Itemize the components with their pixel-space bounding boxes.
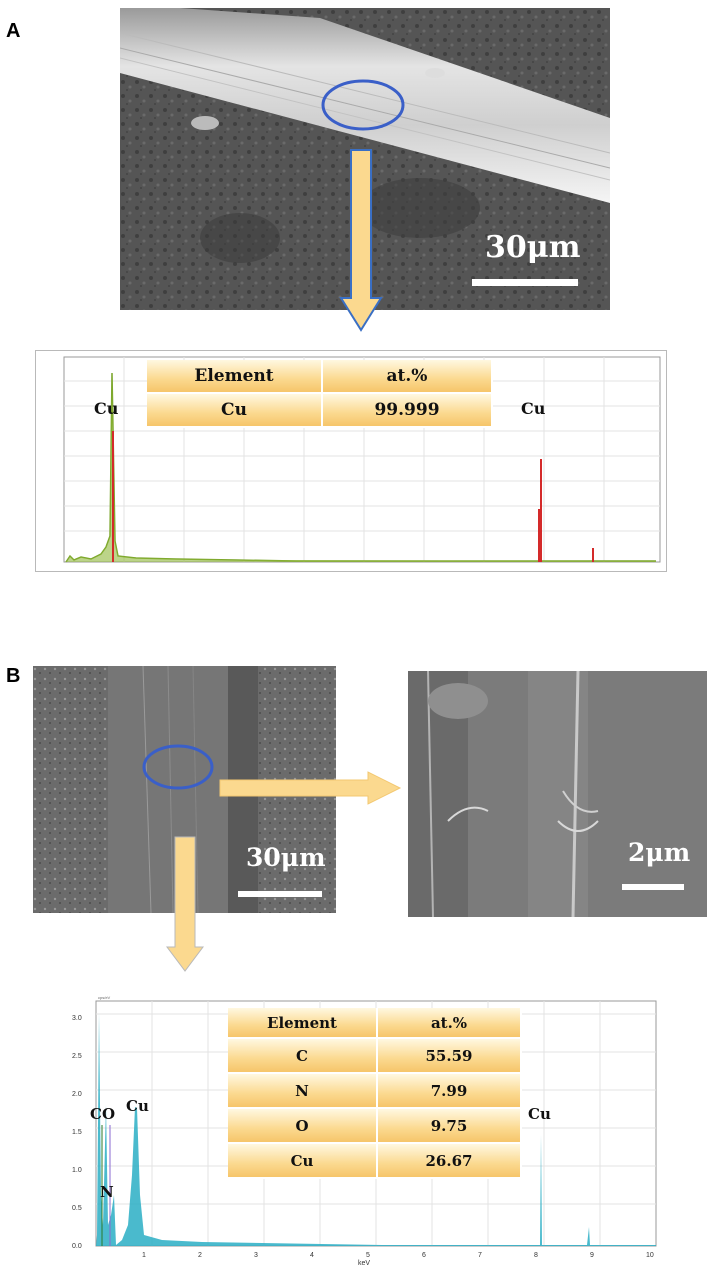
- y-tick: 0.0: [72, 1243, 82, 1250]
- table-a-header-atpercent: at.%: [323, 360, 493, 394]
- table-b-header-element: Element: [228, 1008, 378, 1039]
- x-tick: 2: [198, 1252, 202, 1259]
- x-tick: 8: [534, 1252, 538, 1259]
- down-arrow-a: [339, 149, 383, 332]
- table-b-cell-value: 26.67: [378, 1144, 522, 1179]
- table-a-header-row: Element at.%: [147, 360, 493, 394]
- sem-a-scale-bar: [472, 279, 578, 286]
- selection-circle-b: [142, 744, 214, 790]
- spectrum-b-peak-label-n: N: [100, 1183, 114, 1201]
- table-b-header-atpercent: at.%: [378, 1008, 522, 1039]
- sem-image-b-right-texture: [408, 671, 707, 917]
- table-b-cell-value: 7.99: [378, 1074, 522, 1109]
- x-tick: 10: [646, 1252, 654, 1259]
- table-a-cell-value: 99.999: [323, 394, 493, 428]
- x-tick: 3: [254, 1252, 258, 1259]
- table-b-cell-element: C: [228, 1039, 378, 1074]
- x-tick: 7: [478, 1252, 482, 1259]
- table-a-cell-element: Cu: [147, 394, 323, 428]
- table-row: C 55.59: [228, 1039, 522, 1074]
- spectrum-b-peak-label-o: O: [102, 1105, 116, 1123]
- selection-circle-a: [321, 79, 405, 131]
- y-tick: 1.0: [72, 1167, 82, 1174]
- element-table-a: Element at.% Cu 99.999: [147, 360, 493, 428]
- spectrum-b-peak-label-c: C: [90, 1105, 102, 1123]
- y-tick: 3.0: [72, 1015, 82, 1022]
- spectrum-b-peak-label-cu-left: Cu: [126, 1097, 149, 1115]
- sem-b-left-scale-bar: [238, 891, 322, 897]
- table-row: N 7.99: [228, 1074, 522, 1109]
- table-b-cell-value: 9.75: [378, 1109, 522, 1144]
- spectrum-b-y-unit: cps/eV: [98, 995, 111, 1000]
- x-tick: 5: [366, 1252, 370, 1259]
- table-b-cell-element: N: [228, 1074, 378, 1109]
- sem-b-right-scale-bar: [622, 884, 684, 890]
- table-row: Cu 26.67: [228, 1144, 522, 1179]
- x-tick: 4: [310, 1252, 314, 1259]
- y-tick: 2.0: [72, 1091, 82, 1098]
- table-b-cell-element: Cu: [228, 1144, 378, 1179]
- spectrum-a-peak-label-cu-left: Cu: [94, 399, 119, 418]
- table-b-header-row: Element at.%: [228, 1008, 522, 1039]
- spectrum-b-y-ticks: 0.0 0.5 1.0 1.5 2.0 2.5 3.0: [72, 1015, 82, 1250]
- table-b-cell-element: O: [228, 1109, 378, 1144]
- spectrum-a-peak-label-cu-right: Cu: [521, 399, 546, 418]
- table-a-header-element: Element: [147, 360, 323, 394]
- sem-image-b-right: 2μm: [408, 671, 707, 917]
- panel-a-label: A: [6, 20, 21, 42]
- y-tick: 2.5: [72, 1053, 82, 1060]
- spectrum-b-x-ticks: 1 2 3 4 5 6 7 8 9 10: [142, 1252, 654, 1259]
- x-tick: 6: [422, 1252, 426, 1259]
- spectrum-b-x-unit: keV: [358, 1260, 370, 1267]
- down-arrow-b: [166, 836, 204, 972]
- right-arrow-b: [219, 771, 402, 805]
- table-row: O 9.75: [228, 1109, 522, 1144]
- sem-b-right-scale-label: 2μm: [628, 838, 691, 867]
- x-tick: 1: [142, 1252, 146, 1259]
- table-row: Cu 99.999: [147, 394, 493, 428]
- table-b-cell-value: 55.59: [378, 1039, 522, 1074]
- spectrum-b-peak-label-cu-right: Cu: [528, 1105, 551, 1123]
- sem-a-scale-label: 30μm: [485, 230, 581, 265]
- x-tick: 9: [590, 1252, 594, 1259]
- sem-b-left-scale-label: 30μm: [246, 843, 326, 872]
- y-tick: 1.5: [72, 1129, 82, 1136]
- panel-b-label: B: [6, 665, 21, 687]
- element-table-b: Element at.% C 55.59 N 7.99 O 9.75 Cu 26…: [228, 1008, 522, 1179]
- y-tick: 0.5: [72, 1205, 82, 1212]
